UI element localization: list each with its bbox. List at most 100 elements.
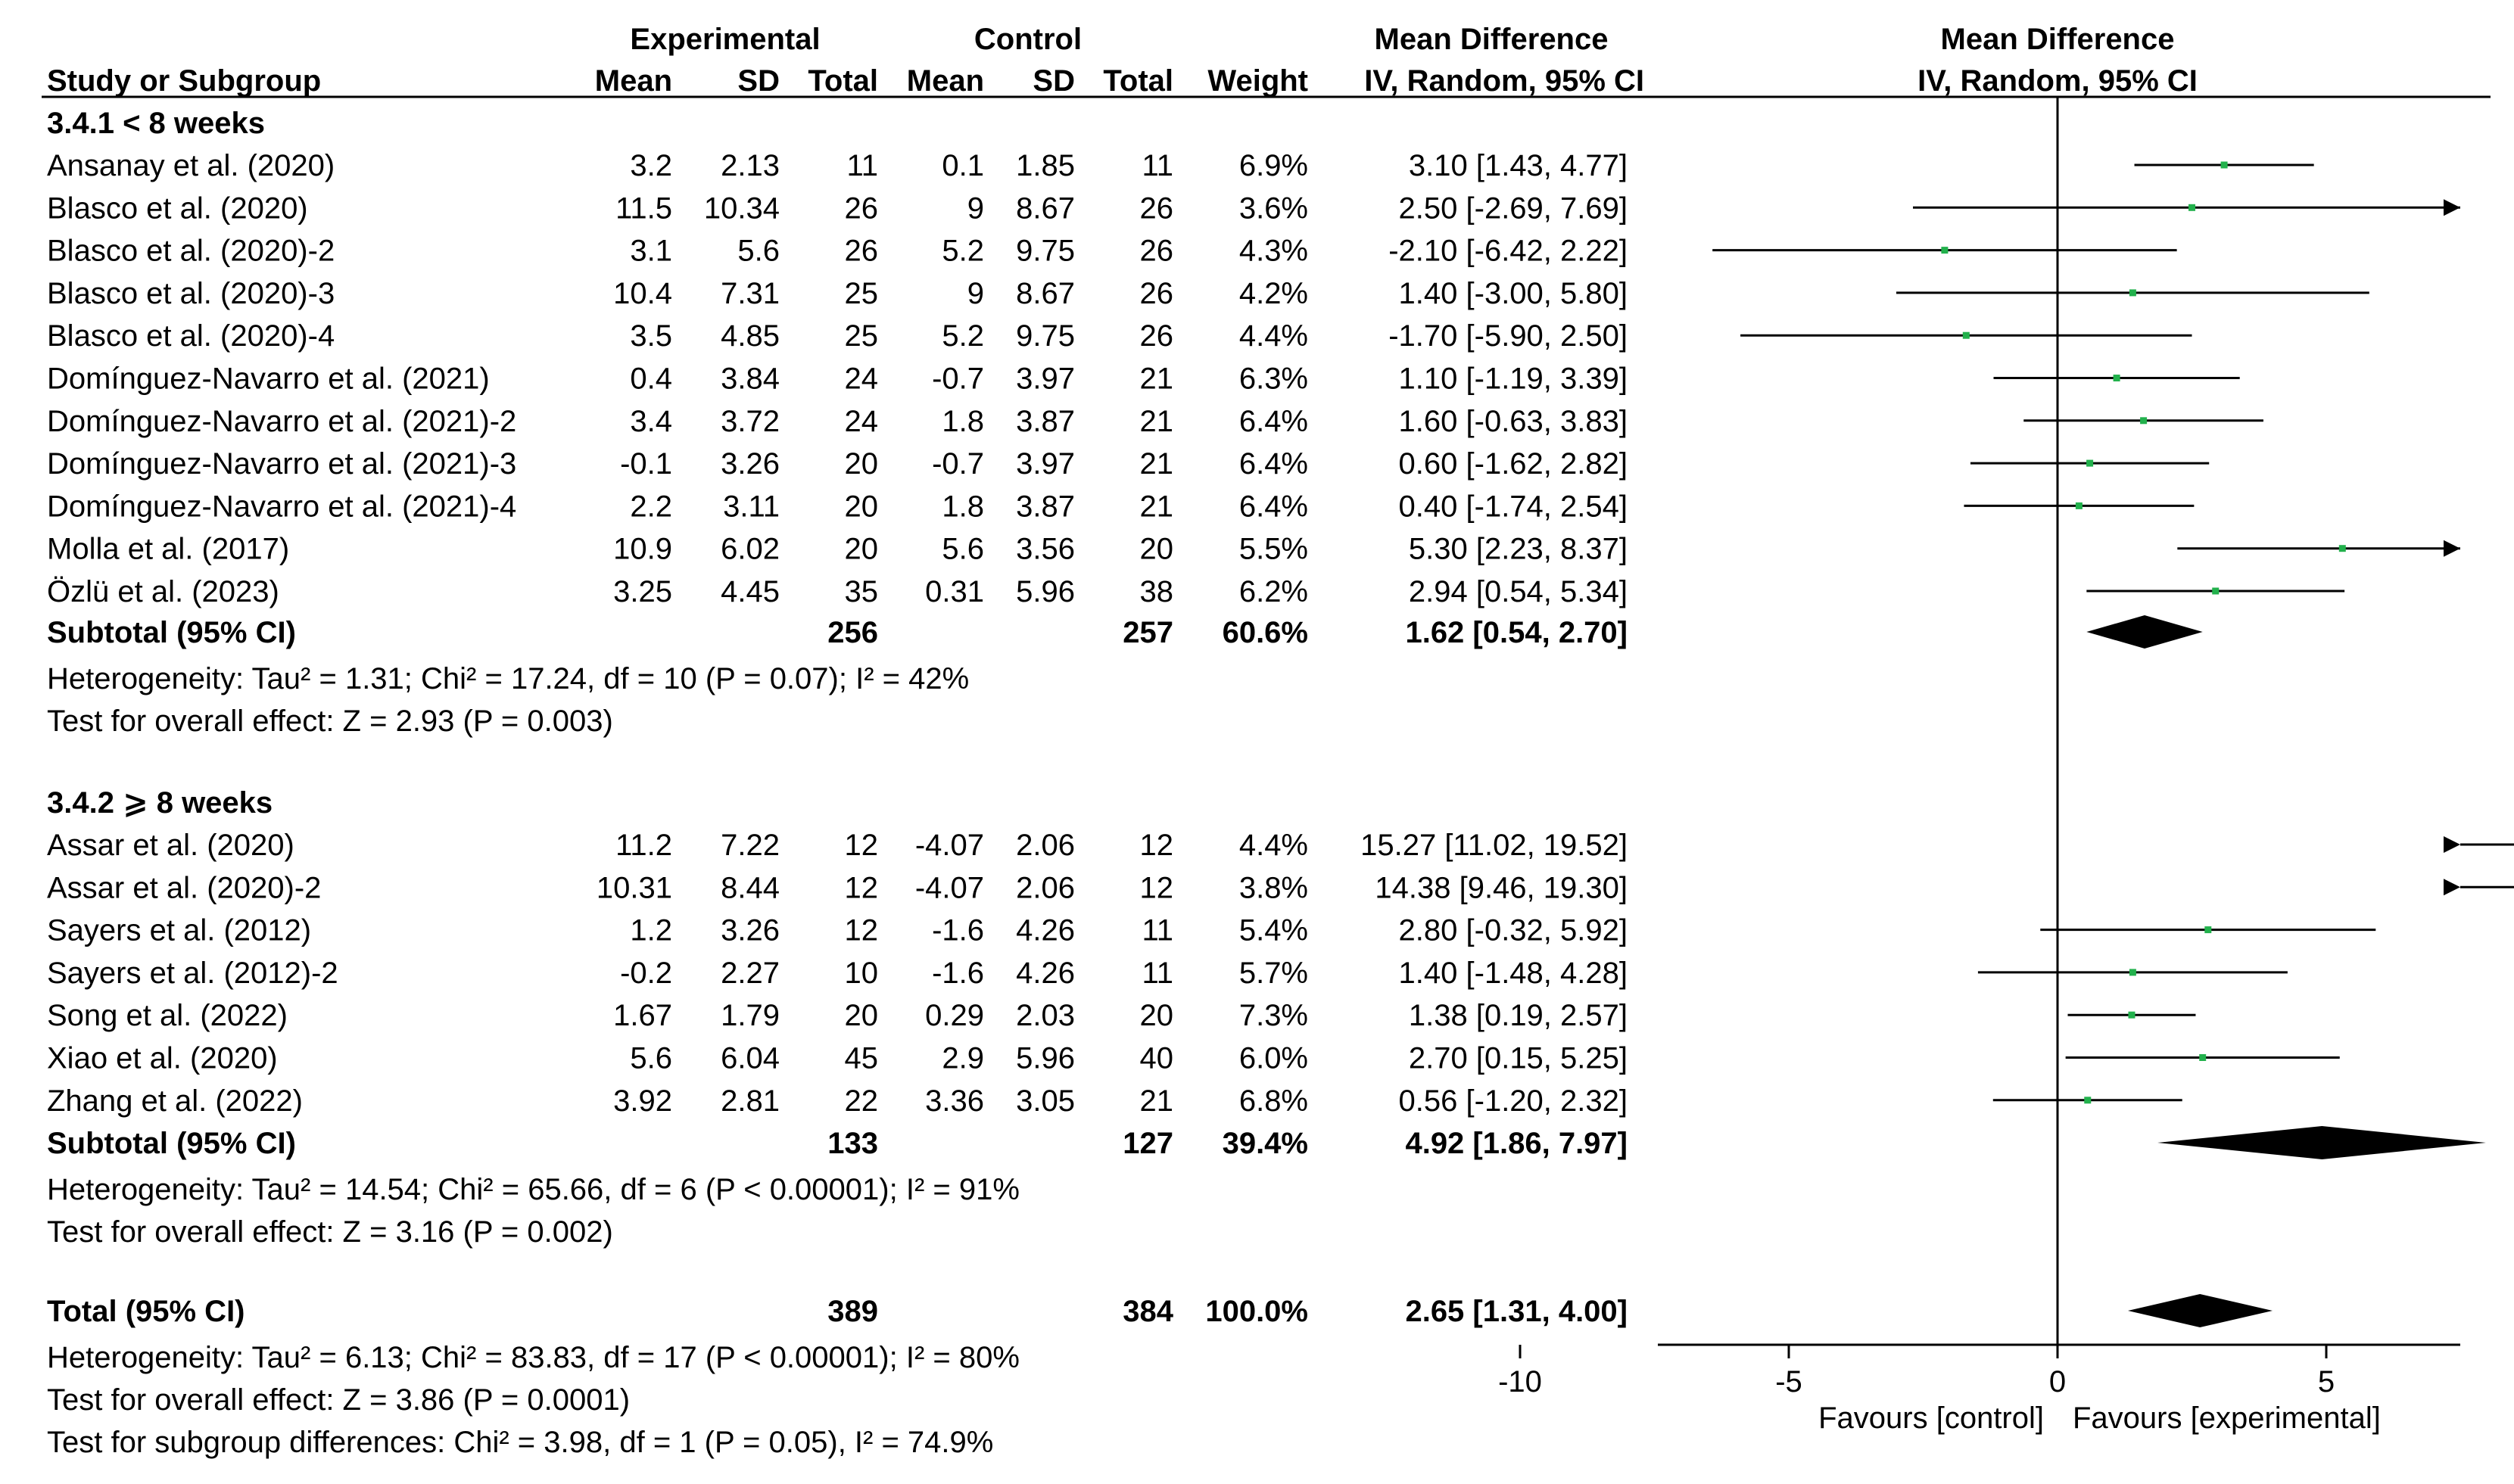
cell-weight: 4.4%	[1239, 829, 1308, 862]
subtotal-total-control: 257	[1123, 616, 1173, 649]
cell-mean-experimental: 3.92	[613, 1084, 672, 1118]
cell-total-control: 26	[1140, 277, 1174, 310]
cell-ci: 3.10 [1.43, 4.77]	[1409, 149, 1628, 182]
cell-ci: -2.10 [-6.42, 2.22]	[1388, 235, 1628, 268]
cell-mean-control: 0.31	[925, 575, 984, 608]
study-name: Domínguez-Navarro et al. (2021)	[47, 362, 490, 396]
point-estimate	[2338, 545, 2346, 552]
subtotal-total-control: 127	[1123, 1127, 1173, 1160]
cell-sd-experimental: 2.13	[721, 149, 780, 182]
cell-ci: -1.70 [-5.90, 2.50]	[1388, 319, 1628, 353]
cell-weight: 5.4%	[1239, 914, 1308, 947]
cell-total-experimental: 20	[845, 533, 879, 566]
cell-ci: 14.38 [9.46, 19.30]	[1375, 871, 1628, 904]
header-mean-difference: Mean Difference	[1375, 23, 1609, 56]
cell-weight: 6.8%	[1239, 1084, 1308, 1118]
cell-mean-experimental: 10.4	[613, 277, 672, 310]
header-weight: Weight	[1207, 64, 1308, 98]
cell-total-experimental: 24	[845, 362, 879, 396]
cell-weight: 7.3%	[1239, 999, 1308, 1032]
cell-sd-experimental: 3.84	[721, 362, 780, 396]
cell-mean-experimental: 3.5	[630, 319, 672, 353]
study-name: Ansanay et al. (2020)	[47, 149, 335, 182]
cell-total-experimental: 11	[846, 149, 878, 182]
cell-total-control: 21	[1140, 405, 1174, 438]
cell-total-control: 21	[1140, 362, 1174, 396]
cell-sd-control: 5.96	[1016, 1042, 1075, 1075]
cell-sd-control: 2.06	[1016, 871, 1075, 904]
cell-mean-control: -1.6	[932, 914, 984, 947]
cell-mean-control: -0.7	[932, 362, 984, 396]
cell-mean-experimental: 3.4	[630, 405, 672, 438]
header-study: Study or Subgroup	[47, 64, 321, 98]
cell-weight: 4.4%	[1239, 319, 1308, 353]
header-experimental: Experimental	[630, 23, 820, 56]
study-name: Domínguez-Navarro et al. (2021)-3	[47, 447, 516, 481]
cell-sd-experimental: 7.22	[721, 829, 780, 862]
cell-total-control: 21	[1140, 490, 1174, 523]
point-estimate	[2220, 161, 2228, 169]
subtotal-total-experimental: 133	[827, 1127, 878, 1160]
total-total-experimental: 389	[827, 1295, 878, 1328]
cell-weight: 6.9%	[1239, 149, 1308, 182]
point-estimate	[2129, 969, 2136, 976]
cell-mean-control: -4.07	[915, 871, 984, 904]
header-control: Control	[974, 23, 1082, 56]
study-name: Blasco et al. (2020)	[47, 191, 308, 225]
point-estimate	[2128, 1011, 2135, 1019]
total-weight: 100.0%	[1205, 1295, 1308, 1328]
cell-mean-experimental: 2.2	[630, 490, 672, 523]
cell-ci: 15.27 [11.02, 19.52]	[1360, 829, 1628, 862]
cell-total-control: 20	[1140, 999, 1174, 1032]
x-tick-label: 0	[2049, 1365, 2066, 1398]
cell-sd-experimental: 1.79	[721, 999, 780, 1032]
cell-mean-experimental: 1.67	[613, 999, 672, 1032]
study-name: Domínguez-Navarro et al. (2021)-4	[47, 490, 516, 523]
subtotal-label: Subtotal (95% CI)	[47, 1127, 296, 1160]
cell-ci: 1.40 [-1.48, 4.28]	[1399, 957, 1628, 990]
cell-sd-control: 2.03	[1016, 999, 1075, 1032]
cell-sd-experimental: 10.34	[704, 191, 780, 225]
cell-mean-control: 5.2	[942, 319, 984, 353]
point-estimate	[2188, 204, 2195, 211]
cell-sd-control: 8.67	[1016, 191, 1075, 225]
cell-mean-control: 1.8	[942, 490, 984, 523]
cell-total-control: 11	[1142, 957, 1173, 990]
study-name: Xiao et al. (2020)	[47, 1042, 278, 1075]
cell-ci: 2.94 [0.54, 5.34]	[1409, 575, 1628, 608]
cell-total-experimental: 20	[845, 999, 879, 1032]
cell-weight: 3.6%	[1239, 191, 1308, 225]
cell-total-control: 26	[1140, 319, 1174, 353]
cell-ci: 0.40 [-1.74, 2.54]	[1399, 490, 1628, 523]
cell-weight: 5.7%	[1239, 957, 1308, 990]
cell-mean-control: 0.1	[942, 149, 984, 182]
favours-control-label: Favours [control]	[1818, 1402, 2044, 1435]
study-name: Molla et al. (2017)	[47, 533, 289, 566]
cell-total-control: 21	[1140, 1084, 1174, 1118]
cell-total-experimental: 20	[845, 490, 879, 523]
cell-ci: 2.80 [-0.32, 5.92]	[1399, 914, 1628, 947]
cell-mean-control: 9	[967, 191, 984, 225]
study-name: Sayers et al. (2012)-2	[47, 957, 338, 990]
study-name: Assar et al. (2020)-2	[47, 871, 321, 904]
study-name: Song et al. (2022)	[47, 999, 288, 1032]
header-sd-experimental: SD	[737, 64, 780, 98]
header-total-experimental: Total	[808, 64, 878, 98]
cell-mean-experimental: 3.25	[613, 575, 672, 608]
point-estimate	[2204, 926, 2212, 934]
cell-mean-experimental: 11.2	[615, 829, 672, 862]
point-estimate	[2212, 587, 2220, 595]
cell-sd-experimental: 6.04	[721, 1042, 780, 1075]
cell-weight: 3.8%	[1239, 871, 1308, 904]
cell-weight: 6.3%	[1239, 362, 1308, 396]
cell-total-control: 38	[1140, 575, 1174, 608]
cell-total-control: 12	[1140, 871, 1174, 904]
cell-ci: 0.56 [-1.20, 2.32]	[1399, 1084, 1628, 1118]
cell-sd-experimental: 3.26	[721, 914, 780, 947]
cell-sd-control: 3.87	[1016, 405, 1075, 438]
cell-sd-experimental: 3.72	[721, 405, 780, 438]
cell-sd-experimental: 2.27	[721, 957, 780, 990]
cell-total-experimental: 26	[845, 191, 879, 225]
cell-total-experimental: 10	[845, 957, 879, 990]
study-name: Blasco et al. (2020)-3	[47, 277, 335, 310]
